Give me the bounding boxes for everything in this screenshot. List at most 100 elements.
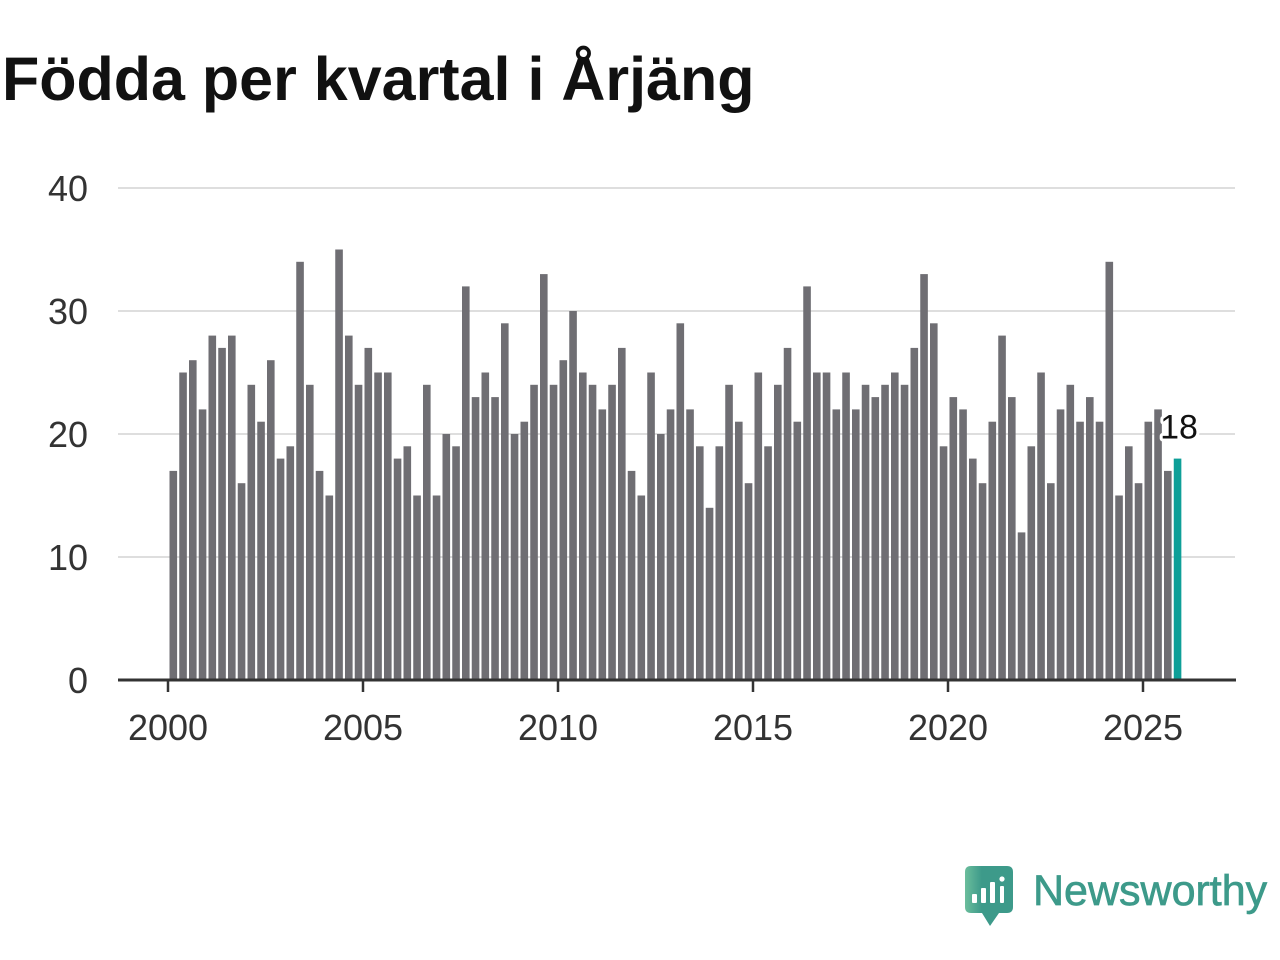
bar [315, 470, 324, 680]
y-axis-labels: 0 10 20 30 40 [48, 168, 88, 701]
bar [286, 446, 295, 680]
bar [1027, 446, 1036, 680]
bar [1076, 421, 1084, 680]
bar [764, 446, 772, 680]
bar [793, 421, 802, 680]
bar [861, 384, 870, 680]
bar [715, 446, 724, 680]
bar [910, 347, 919, 680]
bar [1144, 421, 1153, 680]
bar [647, 372, 655, 680]
bar [393, 458, 402, 680]
chart-title: Födda per kvartal i Årjäng [2, 45, 755, 113]
bar [803, 286, 811, 680]
bar [598, 409, 607, 680]
newsworthy-logo: Newsworthy [965, 866, 1268, 926]
bar [783, 347, 792, 680]
bar [218, 347, 226, 680]
bar [530, 384, 538, 680]
bar [1017, 532, 1026, 680]
bar [705, 507, 714, 680]
bar [471, 397, 480, 680]
bar [306, 384, 314, 680]
bar [871, 397, 880, 680]
bar [1164, 470, 1172, 680]
bar [754, 372, 763, 680]
bar [949, 397, 958, 680]
bar [822, 372, 831, 680]
bar [198, 409, 207, 680]
bar [881, 384, 889, 680]
y-tick-label: 40 [48, 168, 88, 209]
bar [891, 372, 899, 680]
bar [276, 458, 285, 680]
bar [237, 483, 246, 680]
bar [1134, 483, 1143, 680]
bar [686, 409, 694, 680]
logo-bar-medium [981, 888, 986, 903]
bar [1056, 409, 1065, 680]
brand-name: Newsworthy [1033, 867, 1268, 915]
bar [832, 409, 841, 680]
bar [423, 384, 431, 680]
bar [930, 323, 938, 680]
bar [442, 434, 451, 680]
logo-bar-short [972, 894, 977, 903]
bar [744, 483, 753, 680]
bar [852, 409, 860, 680]
newsworthy-logo-icon [965, 866, 1013, 926]
bar [296, 261, 304, 680]
bar [569, 311, 577, 680]
bar [1095, 421, 1104, 680]
bar [501, 323, 509, 680]
bar [208, 335, 217, 680]
bar [189, 360, 197, 680]
bar [462, 286, 470, 680]
bar [1125, 446, 1133, 680]
bar [510, 434, 519, 680]
bar [549, 384, 558, 680]
bar [481, 372, 490, 680]
bar [813, 372, 821, 680]
x-tick-label: 2025 [1103, 707, 1183, 748]
bar [384, 372, 392, 680]
bar [842, 372, 850, 680]
value-labels: 18 [1157, 406, 1201, 450]
bar [1037, 372, 1045, 680]
y-tick-label: 30 [48, 291, 88, 332]
logo-bar-tall [990, 882, 995, 903]
bar [735, 421, 743, 680]
bar [618, 347, 626, 680]
bar [774, 384, 782, 680]
bar [969, 458, 977, 680]
bar [559, 360, 568, 680]
bar [354, 384, 363, 680]
bar [267, 360, 275, 680]
bar [939, 446, 948, 680]
bar [1066, 384, 1075, 680]
bar [637, 495, 646, 680]
bar [179, 372, 187, 680]
bar [452, 446, 460, 680]
bar [540, 274, 548, 680]
bar [900, 384, 909, 680]
bar [247, 384, 256, 680]
bar [657, 434, 665, 680]
bar [345, 335, 353, 680]
bar [978, 483, 987, 680]
bar [627, 470, 636, 680]
bar [696, 446, 704, 680]
x-axis: 2000 2005 2010 2015 2020 2025 [118, 678, 1236, 748]
bar [608, 384, 616, 680]
bar [335, 249, 343, 680]
bar [1047, 483, 1055, 680]
bar [520, 421, 529, 680]
bar [364, 347, 373, 680]
bar [666, 409, 675, 680]
bar [588, 384, 597, 680]
bar [579, 372, 587, 680]
bar [1008, 397, 1016, 680]
x-tick-label: 2005 [323, 707, 403, 748]
bar [959, 409, 967, 680]
